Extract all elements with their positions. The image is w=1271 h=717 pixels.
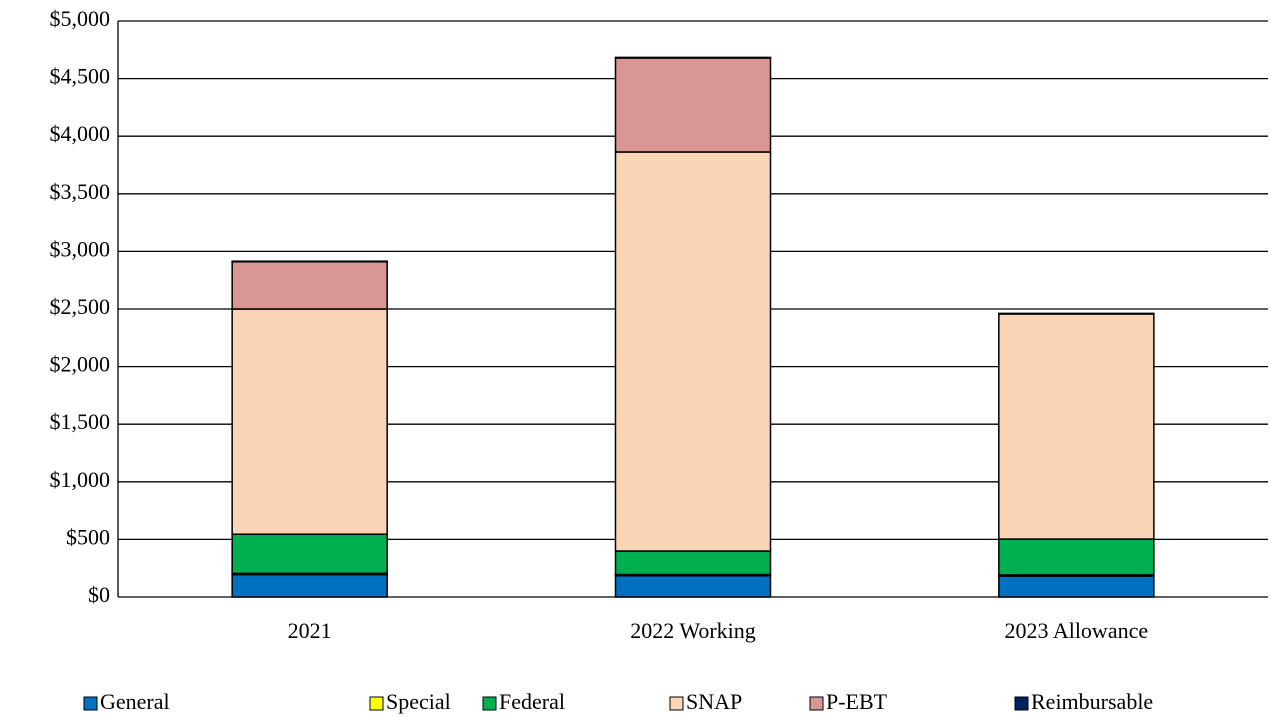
bar-segment (231, 573, 388, 598)
y-tick-label: $2,000 (50, 352, 111, 377)
bar-segment (998, 538, 1155, 576)
legend-label: Reimbursable (1031, 689, 1153, 714)
bar-segment (998, 575, 1155, 598)
y-tick-label: $0 (88, 582, 110, 607)
y-tick-label: $5,000 (50, 6, 111, 31)
legend-label: Special (386, 689, 451, 714)
bar-segment (614, 56, 772, 59)
y-tick-label: $500 (66, 524, 110, 549)
bar-segment (614, 57, 772, 153)
bar-segment (614, 550, 772, 576)
legend-label: P-EBT (826, 689, 888, 714)
bar-segment (998, 312, 1155, 315)
bar-segment (231, 260, 388, 263)
bar-segment (614, 151, 772, 552)
bar-segment (231, 533, 388, 575)
x-tick-label: 2023 Allowance (1005, 618, 1149, 643)
legend-label: General (100, 689, 170, 714)
y-tick-label: $2,500 (50, 294, 111, 319)
bar-segment (231, 261, 388, 310)
legend-swatch (1014, 696, 1029, 711)
x-tick-label: 2021 (288, 618, 332, 643)
bar-segment (614, 574, 772, 598)
bar-segment (998, 313, 1155, 540)
y-tick-label: $4,000 (50, 121, 111, 146)
y-tick-label: $3,000 (50, 236, 111, 261)
x-tick-label: 2022 Working (630, 618, 756, 643)
legend-swatch (669, 696, 684, 711)
legend-swatch (809, 696, 824, 711)
legend-swatch (369, 696, 384, 711)
legend-label: Federal (499, 689, 565, 714)
legend-label: SNAP (686, 689, 742, 714)
bar-segment (231, 308, 388, 535)
y-tick-label: $1,500 (50, 409, 111, 434)
legend-swatch (83, 696, 98, 711)
y-tick-label: $3,500 (50, 179, 111, 204)
y-tick-label: $4,500 (50, 64, 111, 89)
legend-swatch (482, 696, 497, 711)
y-tick-label: $1,000 (50, 467, 111, 492)
